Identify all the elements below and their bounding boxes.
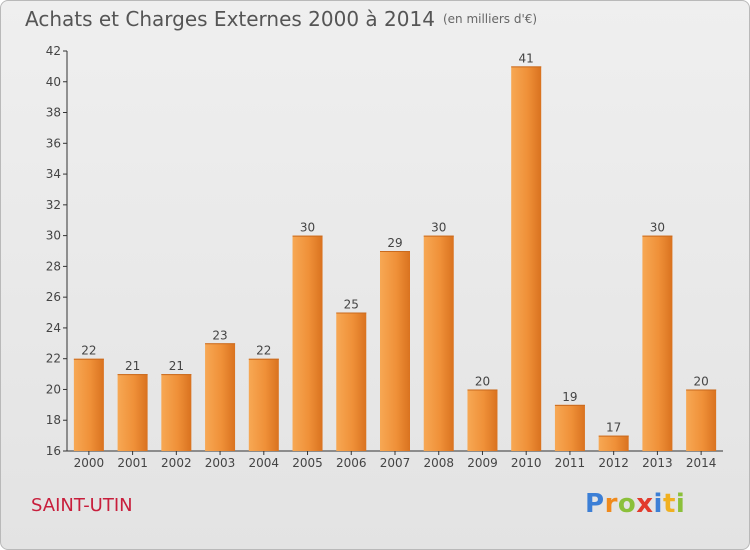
bar <box>205 343 236 451</box>
y-tick-label: 20 <box>46 382 61 396</box>
bar-value-label: 30 <box>300 221 315 235</box>
bar <box>686 389 717 451</box>
x-tick-label: 2007 <box>380 456 411 470</box>
bar <box>554 404 585 451</box>
bar <box>642 235 673 451</box>
y-tick-label: 24 <box>46 321 61 335</box>
y-tick-label: 16 <box>46 444 61 458</box>
bar-value-label: 23 <box>212 328 227 342</box>
bar-value-label: 41 <box>519 51 534 65</box>
x-tick-label: 2006 <box>336 456 367 470</box>
y-tick-label: 32 <box>46 198 61 212</box>
x-tick-label: 2009 <box>467 456 498 470</box>
x-tick-label: 2011 <box>555 456 586 470</box>
bar-value-label: 17 <box>606 421 621 435</box>
x-tick-label: 2001 <box>117 456 148 470</box>
chart-labels: 2000 22 2001 21 2002 21 2003 23 2004 22 2005 30 2006… <box>74 51 717 470</box>
bar-value-label: 29 <box>387 236 402 250</box>
chart-subtitle: (en milliers d'€) <box>442 12 538 26</box>
x-tick-label: 2000 <box>74 456 105 470</box>
y-tick-label: 30 <box>46 229 61 243</box>
bar <box>161 374 192 451</box>
bar <box>598 435 629 451</box>
y-tick-label: 36 <box>46 136 61 150</box>
x-tick-label: 2013 <box>642 456 673 470</box>
bar-value-label: 22 <box>81 344 96 358</box>
chart-title: Achats et Charges Externes 2000 à 2014 (e… <box>25 7 537 31</box>
x-tick-label: 2005 <box>292 456 323 470</box>
bar-value-label: 21 <box>169 359 184 373</box>
chart-axes: 16 18 20 22 24 26 28 30 32 34 36 38 40 42 <box>46 44 723 458</box>
bar <box>423 235 454 451</box>
bar-value-label: 25 <box>344 298 359 312</box>
bar-value-label: 20 <box>693 374 708 388</box>
bar-value-label: 30 <box>431 221 446 235</box>
x-tick-label: 2003 <box>205 456 236 470</box>
x-tick-label: 2004 <box>249 456 280 470</box>
x-tick-label: 2010 <box>511 456 542 470</box>
bar-value-label: 22 <box>256 344 271 358</box>
bar <box>117 374 148 451</box>
x-tick-label: 2008 <box>423 456 454 470</box>
commune-name: SAINT-UTIN <box>31 495 133 516</box>
x-tick-label: 2012 <box>598 456 629 470</box>
y-tick-label: 40 <box>46 75 61 89</box>
bar <box>467 389 498 451</box>
bar <box>380 251 410 451</box>
proxiti-logo: Proxiti <box>585 489 686 519</box>
y-tick-label: 34 <box>46 167 61 181</box>
y-tick-label: 28 <box>46 259 61 273</box>
y-tick-label: 42 <box>46 44 61 58</box>
bar-value-label: 19 <box>562 390 577 404</box>
x-tick-label: 2014 <box>686 456 717 470</box>
bar-value-label: 20 <box>475 374 490 388</box>
y-tick-label: 38 <box>46 106 61 120</box>
bar <box>248 358 279 451</box>
bar <box>336 312 367 451</box>
x-tick-label: 2002 <box>161 456 192 470</box>
y-tick-label: 26 <box>46 290 61 304</box>
bar <box>292 235 323 451</box>
bar-value-label: 21 <box>125 359 140 373</box>
chart-bars <box>73 66 717 451</box>
bar-value-label: 30 <box>650 221 665 235</box>
bar <box>511 66 542 451</box>
chart-title-text: Achats et Charges Externes 2000 à 2014 <box>25 7 435 31</box>
bar <box>73 358 104 451</box>
y-tick-label: 22 <box>46 352 61 366</box>
y-tick-label: 18 <box>46 413 61 427</box>
